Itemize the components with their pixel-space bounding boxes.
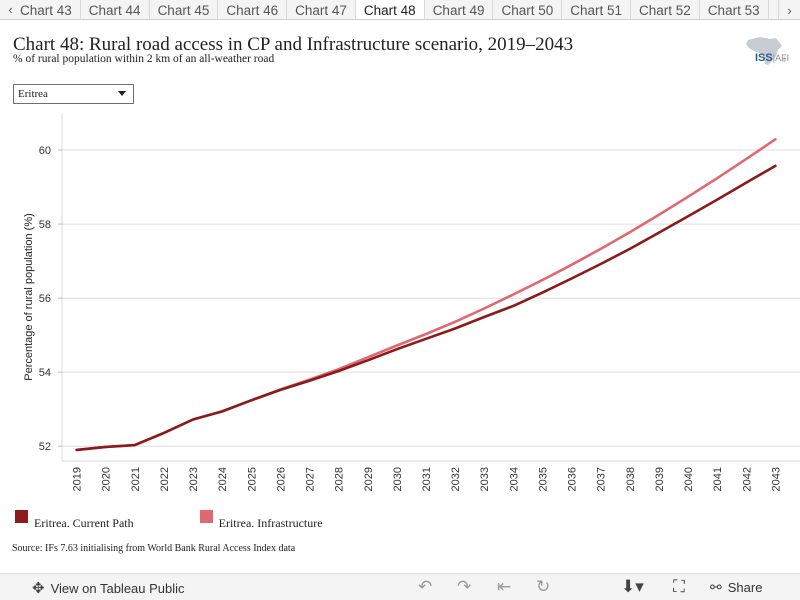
legend-swatch (15, 510, 28, 523)
share-label: Share (727, 580, 763, 595)
legend-label: Eritrea. Current Path (34, 516, 134, 530)
x-tick-label: 2024 (217, 467, 229, 491)
x-tick-label: 2026 (275, 467, 287, 491)
africa-map-logo-icon (746, 37, 786, 65)
logo-iss-text: ISS (755, 52, 773, 64)
chart-legend: Eritrea. Current Path Eritrea. Infrastruc… (15, 510, 389, 530)
tab-chart-46[interactable]: Chart 46 (218, 0, 288, 19)
caret-down-icon (118, 91, 126, 96)
y-tick-label: 60 (39, 145, 51, 157)
share-button[interactable]: ⚯ Share (710, 579, 762, 596)
country-dropdown[interactable]: Eritrea (13, 84, 134, 104)
tab-chart-52[interactable]: Chart 52 (631, 0, 700, 19)
x-tick-label: 2028 (334, 467, 346, 491)
tab-chart-45[interactable]: Chart 45 (149, 0, 219, 19)
legend-swatch (199, 510, 213, 523)
redo-icon[interactable]: ↷ (457, 577, 472, 596)
x-tick-label: 2039 (654, 467, 666, 491)
x-tick-label: 2041 (712, 467, 724, 491)
x-tick-label: 2020 (101, 467, 113, 491)
download-icon[interactable]: ⬇▾ (621, 577, 644, 596)
series-line-eritrea-infrastructure[interactable] (75, 137, 777, 452)
country-dropdown-value: Eritrea (18, 88, 48, 100)
x-tick-label: 2042 (741, 467, 753, 491)
x-tick-label: 2022 (159, 467, 171, 491)
x-tick-label: 2035 (537, 467, 549, 491)
legend-item[interactable]: Eritrea. Infrastructure (199, 510, 323, 530)
line-chart: 52 54 56 58 60 2019 2020 2021 2022 2023 2024 2025 20… (23, 113, 800, 491)
legend-item[interactable]: Eritrea. Current Path (15, 510, 134, 530)
tab-chart-43[interactable]: Chart 43 (12, 0, 81, 19)
x-tick-label: 2029 (363, 467, 375, 491)
tab-strip: ‹ Chart 43 Chart 44 Chart 45 Chart 46 Chart … (0, 0, 800, 20)
tab-chart-47[interactable]: Chart 47 (287, 0, 356, 19)
bottom-toolbar: ✥ View on Tableau Public ↶ ↷ ⇤ ↻ ⬇▾ ⛶ ⚯ … (0, 573, 800, 600)
tab-chart-53[interactable]: Chart 53 (699, 0, 769, 19)
tableau-logo-icon: ✥ (32, 580, 45, 597)
x-tick-label: 2031 (421, 467, 433, 491)
chevron-left-icon: ‹ (8, 2, 13, 17)
x-tick-label: 2019 (72, 467, 84, 491)
tab-chart-48[interactable]: Chart 48 (355, 0, 425, 19)
logo-afi-text: AFI (775, 53, 790, 63)
y-tick-label: 58 (39, 219, 51, 231)
y-tick-label: 56 (39, 293, 51, 305)
series-line-eritrea-current-path[interactable] (75, 164, 777, 452)
x-tick-label: 2030 (392, 467, 404, 491)
logo-sub-text: |AFI (772, 53, 790, 63)
y-tick-label: 54 (39, 367, 51, 379)
x-tick-label: 2023 (188, 467, 200, 491)
tab-chart-44[interactable]: Chart 44 (80, 0, 150, 19)
tab-chart-50[interactable]: Chart 50 (493, 0, 563, 19)
x-tick-label: 2025 (246, 467, 258, 491)
x-tick-label: 2034 (508, 467, 520, 491)
x-tick-label: 2040 (683, 467, 695, 491)
chart-title: Chart 48: Rural road access in CP and In… (13, 34, 574, 55)
x-tick-label: 2021 (130, 467, 142, 491)
y-axis-title: Percentage of rural population (%) (23, 213, 35, 381)
source-note: Source: IFs 7.63 initialising from World… (12, 543, 296, 554)
x-tick-label: 2037 (596, 467, 608, 491)
view-on-tableau-label: View on Tableau Public (50, 580, 185, 596)
view-on-tableau-link[interactable]: ✥ View on Tableau Public (32, 579, 185, 597)
x-tick-label: 2043 (770, 467, 782, 491)
revert-icon[interactable]: ⇤ (497, 577, 512, 596)
chart-subtitle: % of rural population within 2 km of an … (13, 53, 275, 65)
fullscreen-icon[interactable]: ⛶ (673, 577, 685, 596)
logo-text: ISS|AFI (755, 52, 789, 64)
y-tick-label: 52 (39, 441, 51, 453)
tabs-next-button[interactable]: › (778, 0, 800, 19)
undo-icon[interactable]: ↶ (418, 577, 433, 596)
x-tick-label: 2036 (567, 467, 579, 491)
refresh-icon[interactable]: ↻ (536, 577, 551, 596)
x-tick-label: 2032 (450, 467, 462, 491)
share-icon: ⚯ (710, 579, 722, 595)
x-tick-label: 2033 (479, 467, 491, 491)
legend-label: Eritrea. Infrastructure (218, 516, 323, 530)
tab-chart-49[interactable]: Chart 49 (424, 0, 494, 19)
tab-list: Chart 43 Chart 44 Chart 45 Chart 46 Chart 47… (12, 0, 769, 19)
chevron-right-icon: › (787, 2, 792, 18)
tab-chart-51[interactable]: Chart 51 (562, 0, 632, 19)
x-tick-label: 2027 (305, 467, 317, 491)
x-tick-label: 2038 (625, 467, 637, 491)
